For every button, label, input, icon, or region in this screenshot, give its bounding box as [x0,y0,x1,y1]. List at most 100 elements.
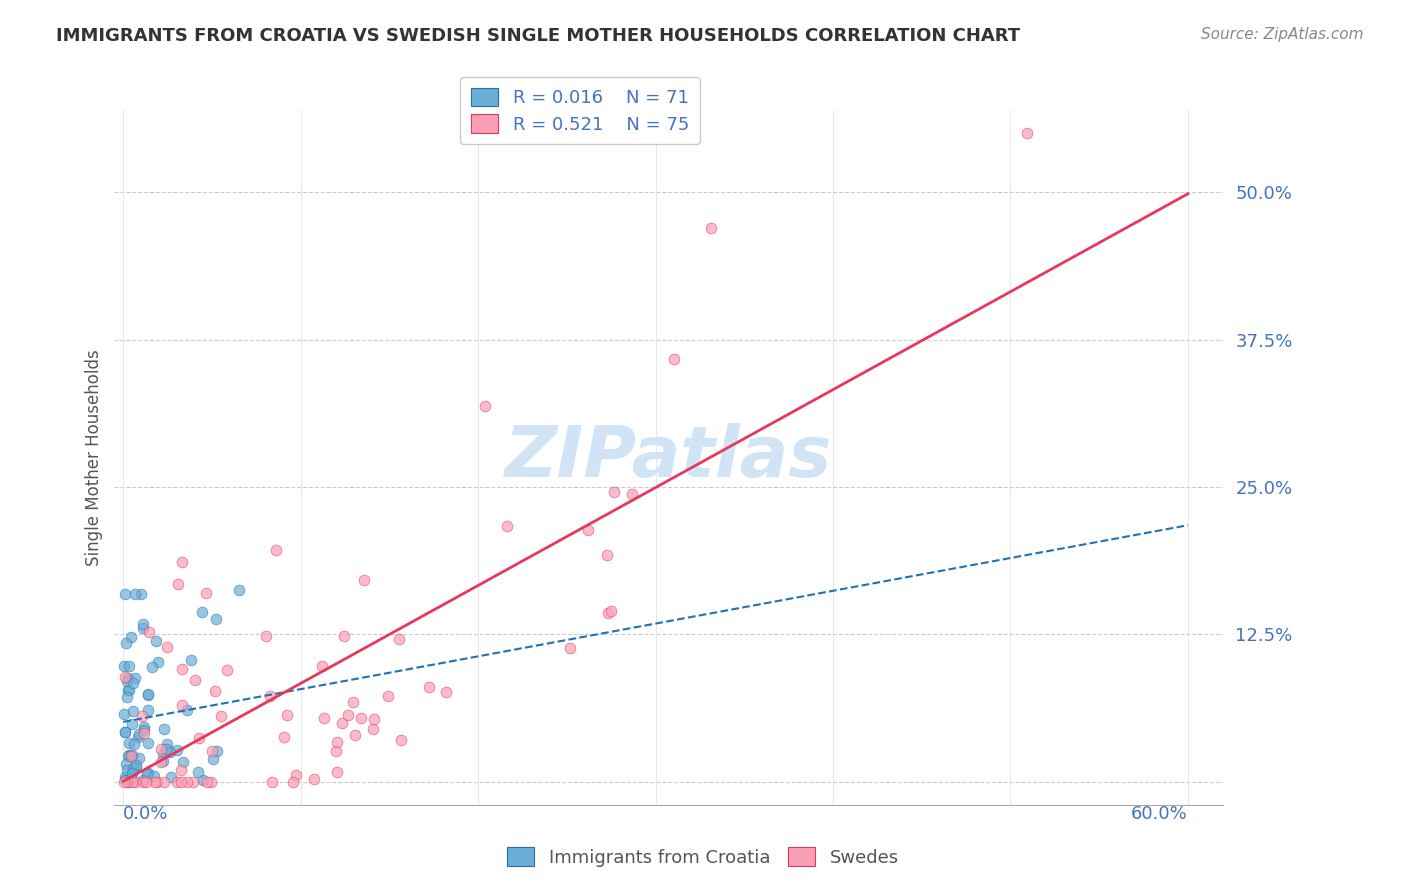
Point [143,769,166,783]
Point [132,723,155,738]
Point [474,399,496,413]
Point [117,690,139,704]
Point [170,775,193,789]
Point [145,775,167,789]
Point [363,722,385,736]
Point [353,573,375,587]
Point [132,617,155,632]
Point [153,722,176,736]
Point [217,663,239,677]
Point [120,630,142,644]
Point [118,749,141,764]
Point [325,744,347,758]
Point [326,735,349,749]
Point [136,703,159,717]
Point [228,583,250,598]
Point [128,751,150,765]
Point [195,775,218,789]
Point [118,775,141,789]
Point [152,754,174,768]
Text: IMMIGRANTS FROM CROATIA VS SWEDISH SINGLE MOTHER HOUSEHOLDS CORRELATION CHART: IMMIGRANTS FROM CROATIA VS SWEDISH SINGL… [56,27,1021,45]
Point [205,744,228,758]
Point [115,775,138,789]
Point [145,634,167,648]
Point [155,742,177,756]
Point [122,761,145,775]
Point [112,706,135,721]
Point [135,775,157,789]
Point [114,770,136,784]
Point [117,747,139,762]
Point [148,655,170,669]
Point [156,640,179,655]
Point [273,730,295,744]
Point [118,683,141,698]
Point [187,764,209,779]
Point [152,747,174,762]
Point [160,770,183,784]
Point [114,636,136,650]
Point [700,221,723,235]
Point [166,742,188,756]
Point [596,548,619,562]
Point [260,775,283,789]
Point [311,658,333,673]
Text: 0.0%: 0.0% [124,805,169,823]
Point [117,671,139,685]
Point [194,586,217,600]
Point [576,523,599,537]
Point [132,621,155,635]
Text: 60.0%: 60.0% [1132,805,1188,823]
Legend: Immigrants from Croatia, Swedes: Immigrants from Croatia, Swedes [501,840,905,874]
Point [115,763,138,777]
Point [156,737,179,751]
Point [112,659,135,673]
Point [114,670,136,684]
Point [138,625,160,640]
Point [167,577,190,591]
Point [363,712,385,726]
Point [326,765,349,780]
Point [337,708,360,723]
Point [121,766,143,780]
Point [117,674,139,689]
Point [330,716,353,731]
Point [193,772,215,787]
Text: Source: ZipAtlas.com: Source: ZipAtlas.com [1201,27,1364,42]
Point [603,484,626,499]
Point [183,673,205,687]
Point [117,683,139,698]
Point [136,735,159,749]
Point [138,686,160,700]
Point [333,629,356,643]
Point [172,698,194,713]
Point [127,730,149,744]
Point [128,727,150,741]
Point [136,767,159,781]
Point [122,704,145,718]
Point [201,744,224,758]
Point [132,725,155,739]
Point [312,711,335,725]
Point [114,725,136,739]
Point [662,351,685,366]
Point [201,752,224,766]
Point [172,756,194,770]
Point [172,662,194,676]
Point [389,733,412,747]
Point [121,747,143,762]
Point [176,703,198,717]
Point [350,711,373,725]
Point [136,766,159,780]
Y-axis label: Single Mother Households: Single Mother Households [86,349,103,566]
Point [342,695,364,709]
Point [112,775,135,789]
Point [434,685,457,699]
Point [276,707,298,722]
Point [114,587,136,601]
Point [599,604,621,618]
Point [122,675,145,690]
Point [388,632,411,646]
Point [209,709,232,723]
Point [620,487,643,501]
